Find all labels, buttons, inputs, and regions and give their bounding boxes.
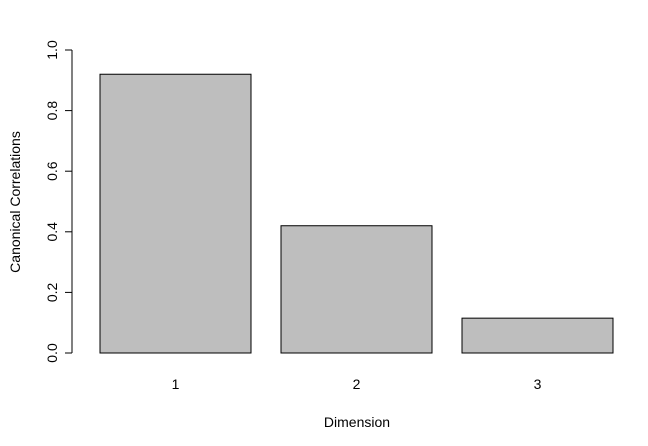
y-axis: 0.0 0.2 0.4 0.6 0.8 1.0: [44, 40, 73, 363]
x-tick-label: 2: [353, 376, 361, 392]
y-tick-label: 0.4: [44, 222, 60, 242]
y-tick-label: 1.0: [44, 40, 60, 60]
bar-2: [280, 225, 433, 354]
y-axis-title: Canonical Correlations: [7, 131, 23, 273]
bar-1: [99, 73, 252, 354]
x-axis-title: Dimension: [324, 414, 390, 430]
y-tick-label: 0.0: [44, 343, 60, 363]
y-tick-label: 0.2: [44, 282, 60, 302]
y-tick-label: 0.8: [44, 101, 60, 121]
bar-3: [461, 317, 614, 354]
x-tick-label: 1: [172, 376, 180, 392]
x-axis-labels: 1 2 3: [172, 376, 542, 392]
x-tick-label: 3: [534, 376, 542, 392]
bars-group: [99, 73, 614, 354]
y-tick-label: 0.6: [44, 161, 60, 181]
